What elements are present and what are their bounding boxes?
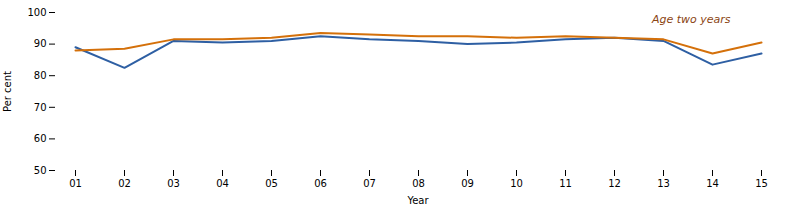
svg-text:14: 14 xyxy=(706,178,719,189)
svg-text:08: 08 xyxy=(412,178,425,189)
svg-text:10: 10 xyxy=(510,178,523,189)
svg-text:03: 03 xyxy=(167,178,180,189)
svg-text:15: 15 xyxy=(755,178,768,189)
svg-text:02: 02 xyxy=(118,178,131,189)
svg-text:Age two years: Age two years xyxy=(651,13,731,26)
svg-text:05: 05 xyxy=(265,178,278,189)
svg-text:60: 60 xyxy=(34,133,47,144)
svg-text:12: 12 xyxy=(608,178,621,189)
svg-text:Per cent: Per cent xyxy=(2,71,13,112)
svg-text:06: 06 xyxy=(314,178,327,189)
svg-text:90: 90 xyxy=(34,38,47,49)
svg-text:100: 100 xyxy=(27,7,46,18)
svg-text:50: 50 xyxy=(34,165,47,176)
svg-text:13: 13 xyxy=(657,178,670,189)
svg-text:01: 01 xyxy=(69,178,82,189)
svg-text:07: 07 xyxy=(363,178,376,189)
svg-text:Year: Year xyxy=(406,195,429,206)
svg-text:04: 04 xyxy=(216,178,229,189)
svg-text:80: 80 xyxy=(34,70,47,81)
svg-text:11: 11 xyxy=(559,178,572,189)
svg-text:70: 70 xyxy=(34,102,47,113)
svg-text:09: 09 xyxy=(461,178,474,189)
